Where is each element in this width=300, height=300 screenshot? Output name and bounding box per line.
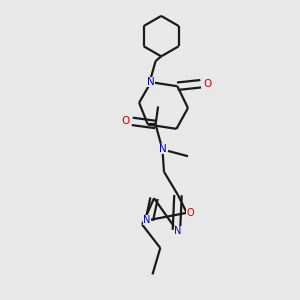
Text: N: N [147,77,155,87]
Text: N: N [159,144,166,154]
Text: N: N [143,215,151,225]
Text: O: O [186,208,194,218]
Text: N: N [174,226,182,236]
Text: O: O [121,116,130,126]
Text: O: O [203,79,212,89]
